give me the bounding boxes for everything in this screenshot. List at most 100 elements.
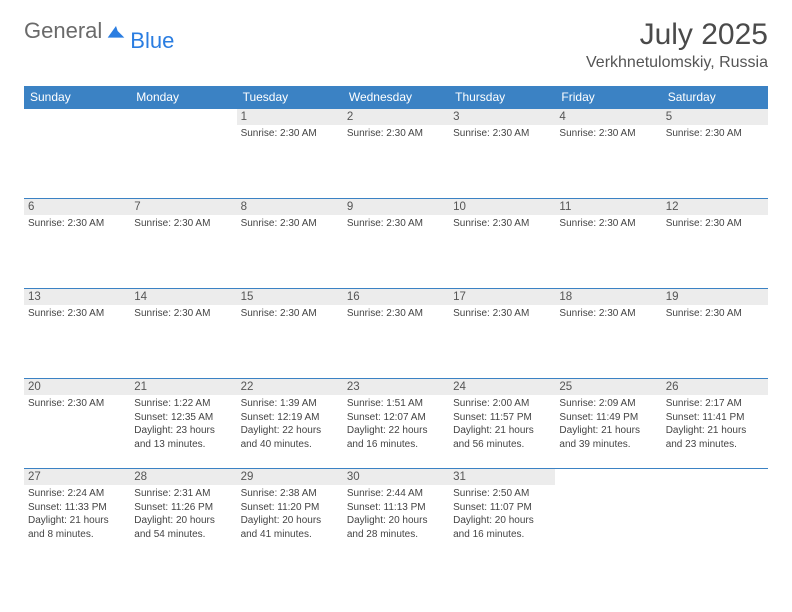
weekday-header: Friday	[555, 86, 661, 109]
title-block: July 2025 Verkhnetulomskiy, Russia	[586, 18, 768, 72]
day-content: Sunrise: 2:30 AM	[237, 215, 343, 233]
day-content: Sunrise: 2:30 AM	[24, 395, 130, 413]
day-number: 27	[24, 469, 130, 485]
day-number: 20	[24, 379, 130, 395]
calendar-cell: 17Sunrise: 2:30 AM	[449, 289, 555, 379]
calendar-row: 13Sunrise: 2:30 AM14Sunrise: 2:30 AM15Su…	[24, 289, 768, 379]
day-content: Sunrise: 2:44 AM Sunset: 11:13 PM Daylig…	[343, 485, 449, 543]
calendar-cell: 30Sunrise: 2:44 AM Sunset: 11:13 PM Dayl…	[343, 469, 449, 559]
calendar-cell: 10Sunrise: 2:30 AM	[449, 199, 555, 289]
day-content: Sunrise: 2:30 AM	[24, 305, 130, 323]
day-number: 19	[662, 289, 768, 305]
calendar-cell: 8Sunrise: 2:30 AM	[237, 199, 343, 289]
day-number: 17	[449, 289, 555, 305]
day-content: Sunrise: 2:30 AM	[449, 215, 555, 233]
calendar-cell: 25Sunrise: 2:09 AM Sunset: 11:49 PM Dayl…	[555, 379, 661, 469]
calendar-cell	[130, 109, 236, 199]
day-number: 10	[449, 199, 555, 215]
day-content: Sunrise: 2:38 AM Sunset: 11:20 PM Daylig…	[237, 485, 343, 543]
day-number: 26	[662, 379, 768, 395]
calendar-cell: 27Sunrise: 2:24 AM Sunset: 11:33 PM Dayl…	[24, 469, 130, 559]
day-content: Sunrise: 2:30 AM	[343, 125, 449, 143]
weekday-header-row: Sunday Monday Tuesday Wednesday Thursday…	[24, 86, 768, 109]
day-content: Sunrise: 2:30 AM	[662, 305, 768, 323]
day-content: Sunrise: 2:30 AM	[555, 305, 661, 323]
day-number: 13	[24, 289, 130, 305]
day-number: 11	[555, 199, 661, 215]
month-title: July 2025	[586, 18, 768, 52]
day-content: Sunrise: 2:30 AM	[343, 305, 449, 323]
calendar-row: 20Sunrise: 2:30 AM21Sunrise: 1:22 AM Sun…	[24, 379, 768, 469]
day-content: Sunrise: 2:30 AM	[555, 125, 661, 143]
day-number: 6	[24, 199, 130, 215]
calendar-cell	[24, 109, 130, 199]
weekday-header: Thursday	[449, 86, 555, 109]
day-number: 8	[237, 199, 343, 215]
calendar-cell	[555, 469, 661, 559]
logo-icon	[106, 22, 126, 40]
day-number: 22	[237, 379, 343, 395]
day-content: Sunrise: 2:30 AM	[449, 125, 555, 143]
day-number: 30	[343, 469, 449, 485]
day-number	[24, 109, 130, 113]
calendar-cell: 29Sunrise: 2:38 AM Sunset: 11:20 PM Dayl…	[237, 469, 343, 559]
calendar-cell: 1Sunrise: 2:30 AM	[237, 109, 343, 199]
day-content: Sunrise: 2:30 AM	[662, 215, 768, 233]
brand-logo: General Blue	[24, 18, 174, 44]
day-content: Sunrise: 2:50 AM Sunset: 11:07 PM Daylig…	[449, 485, 555, 543]
weekday-header: Sunday	[24, 86, 130, 109]
day-number: 3	[449, 109, 555, 125]
day-number: 4	[555, 109, 661, 125]
weekday-header: Tuesday	[237, 86, 343, 109]
day-content: Sunrise: 1:39 AM Sunset: 12:19 AM Daylig…	[237, 395, 343, 453]
calendar-cell: 26Sunrise: 2:17 AM Sunset: 11:41 PM Dayl…	[662, 379, 768, 469]
calendar-cell: 15Sunrise: 2:30 AM	[237, 289, 343, 379]
calendar-cell: 12Sunrise: 2:30 AM	[662, 199, 768, 289]
calendar-row: 27Sunrise: 2:24 AM Sunset: 11:33 PM Dayl…	[24, 469, 768, 559]
day-content: Sunrise: 2:30 AM	[555, 215, 661, 233]
day-number: 14	[130, 289, 236, 305]
calendar-cell: 16Sunrise: 2:30 AM	[343, 289, 449, 379]
day-number: 2	[343, 109, 449, 125]
day-content: Sunrise: 2:30 AM	[24, 215, 130, 233]
day-content: Sunrise: 2:31 AM Sunset: 11:26 PM Daylig…	[130, 485, 236, 543]
day-number: 18	[555, 289, 661, 305]
day-number: 12	[662, 199, 768, 215]
day-number: 21	[130, 379, 236, 395]
calendar-cell	[662, 469, 768, 559]
weekday-header: Monday	[130, 86, 236, 109]
day-number	[130, 109, 236, 113]
calendar-cell: 22Sunrise: 1:39 AM Sunset: 12:19 AM Dayl…	[237, 379, 343, 469]
calendar-cell: 23Sunrise: 1:51 AM Sunset: 12:07 AM Dayl…	[343, 379, 449, 469]
calendar-cell: 9Sunrise: 2:30 AM	[343, 199, 449, 289]
day-content: Sunrise: 2:30 AM	[662, 125, 768, 143]
calendar-cell: 31Sunrise: 2:50 AM Sunset: 11:07 PM Dayl…	[449, 469, 555, 559]
calendar-cell: 6Sunrise: 2:30 AM	[24, 199, 130, 289]
calendar-row: 6Sunrise: 2:30 AM7Sunrise: 2:30 AM8Sunri…	[24, 199, 768, 289]
day-content: Sunrise: 2:30 AM	[237, 125, 343, 143]
header: General Blue July 2025 Verkhnetulomskiy,…	[24, 18, 768, 72]
calendar-cell: 28Sunrise: 2:31 AM Sunset: 11:26 PM Dayl…	[130, 469, 236, 559]
calendar-cell: 5Sunrise: 2:30 AM	[662, 109, 768, 199]
day-number: 7	[130, 199, 236, 215]
calendar-cell: 11Sunrise: 2:30 AM	[555, 199, 661, 289]
day-content: Sunrise: 2:30 AM	[237, 305, 343, 323]
day-content: Sunrise: 2:24 AM Sunset: 11:33 PM Daylig…	[24, 485, 130, 543]
calendar-table: Sunday Monday Tuesday Wednesday Thursday…	[24, 86, 768, 559]
day-content: Sunrise: 2:00 AM Sunset: 11:57 PM Daylig…	[449, 395, 555, 453]
day-number: 31	[449, 469, 555, 485]
day-number: 9	[343, 199, 449, 215]
day-content: Sunrise: 2:09 AM Sunset: 11:49 PM Daylig…	[555, 395, 661, 453]
calendar-cell: 14Sunrise: 2:30 AM	[130, 289, 236, 379]
day-number	[555, 469, 661, 473]
calendar-cell: 20Sunrise: 2:30 AM	[24, 379, 130, 469]
day-content: Sunrise: 2:17 AM Sunset: 11:41 PM Daylig…	[662, 395, 768, 453]
calendar-cell: 13Sunrise: 2:30 AM	[24, 289, 130, 379]
calendar-row: 1Sunrise: 2:30 AM2Sunrise: 2:30 AM3Sunri…	[24, 109, 768, 199]
day-content: Sunrise: 2:30 AM	[130, 215, 236, 233]
day-content: Sunrise: 1:51 AM Sunset: 12:07 AM Daylig…	[343, 395, 449, 453]
brand-general: General	[24, 18, 102, 43]
calendar-cell: 3Sunrise: 2:30 AM	[449, 109, 555, 199]
day-number: 28	[130, 469, 236, 485]
weekday-header: Saturday	[662, 86, 768, 109]
